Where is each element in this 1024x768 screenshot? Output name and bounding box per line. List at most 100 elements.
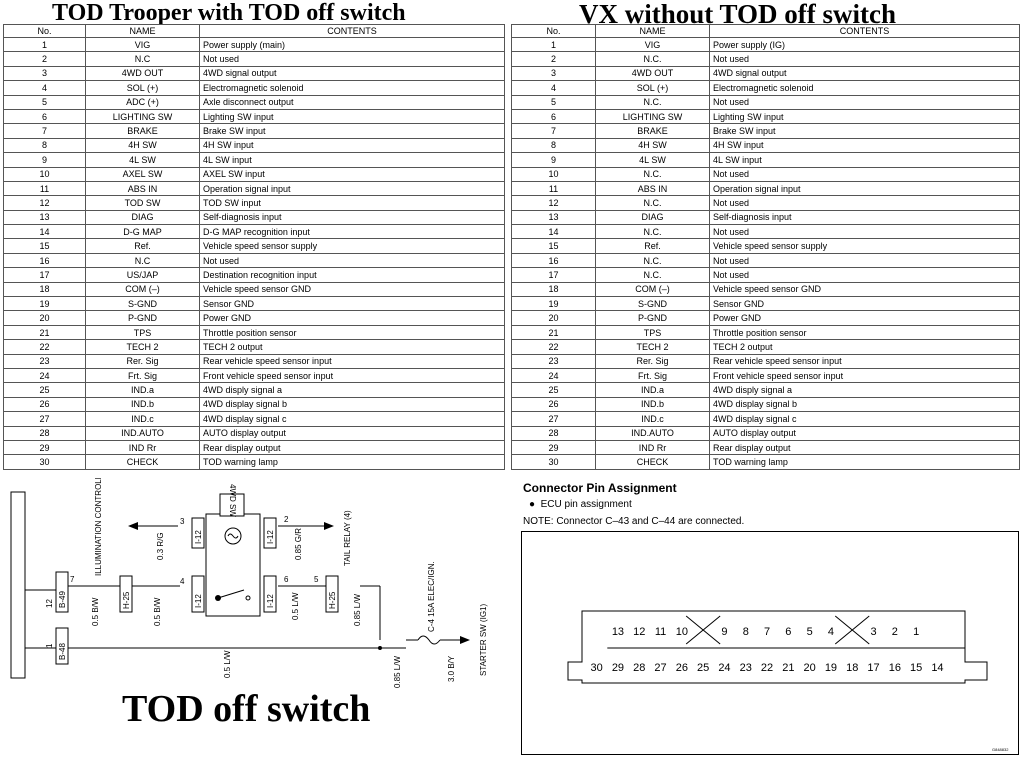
pin-name: SOL (+) <box>595 80 710 96</box>
pin-number: 20 <box>3 310 86 326</box>
table-row: 27 IND.c 4WD display signal c <box>511 411 1020 427</box>
pin-number: 27 <box>3 411 86 427</box>
pin-number: 9 <box>511 152 596 168</box>
left-table-title: TOD Trooper with TOD off switch <box>52 0 406 26</box>
pin-number: 14 <box>511 224 596 240</box>
pin-name: IND.AUTO <box>85 425 200 441</box>
table-row: 22 TECH 2 TECH 2 output <box>3 339 505 355</box>
pin-name: N.C. <box>595 51 710 67</box>
pin-number: 7 <box>511 123 596 139</box>
pin-number: 21 <box>3 324 86 341</box>
connector-pin: 13 <box>612 626 624 638</box>
pin-name: SOL (+) <box>85 80 200 96</box>
pin-contents: D-G MAP recognition input <box>199 224 505 240</box>
pin-name: ABS IN <box>85 180 200 197</box>
pin-name: US/JAP <box>85 267 200 283</box>
pin-number: 25 <box>3 382 86 398</box>
pin-name: IND.a <box>595 382 710 398</box>
top-pin-row: 13 12 11 10 9 8 7 6 5 4 3 2 1 <box>607 615 965 649</box>
pin-number: 1 <box>3 36 86 53</box>
pin-name: IND.b <box>85 396 200 413</box>
table-row: 6 LIGHTING SW Lighting SW input <box>3 108 505 125</box>
connector-note: NOTE: Connector C–43 and C–44 are connec… <box>523 516 745 527</box>
connector-pin: 12 <box>633 626 645 638</box>
drawing-code: G848832 <box>992 747 1009 752</box>
pin-name: 4H SW <box>595 137 710 154</box>
pin-contents: Rear display output <box>709 439 1020 456</box>
pin-number: 25 <box>511 382 596 398</box>
ecu-bar <box>10 491 26 679</box>
switch-label: 4WD SW <box>228 484 237 517</box>
table-row: 1 VIG Power supply (main) <box>3 36 505 53</box>
connector-outline <box>567 610 988 684</box>
pin-contents: 4L SW input <box>709 152 1020 168</box>
pin-contents: Not used <box>709 94 1020 110</box>
header-contents: CONTENTS <box>709 24 1020 38</box>
pin-name: N.C. <box>595 195 710 211</box>
pin-contents: Rear vehicle speed sensor input <box>709 353 1020 369</box>
pin-name: AXEL SW <box>85 166 200 182</box>
pin-name: P-GND <box>595 310 710 326</box>
pin-number: 22 <box>3 339 86 355</box>
pin-7-label: 7 <box>70 575 75 584</box>
connector-h25-left <box>119 575 133 613</box>
table-row: 4 SOL (+) Electromagnetic solenoid <box>3 80 505 96</box>
pin-number: 23 <box>511 353 596 369</box>
connector-pin: 27 <box>654 662 666 674</box>
table-row: 30 CHECK TOD warning lamp <box>511 454 1020 470</box>
connector-pin: 23 <box>740 662 752 674</box>
table-row: 5 ADC (+) Axle disconnect output <box>3 94 505 110</box>
pin-name: 4WD OUT <box>85 65 200 82</box>
pin-contents: Brake SW input <box>709 123 1020 139</box>
connector-pin: 5 <box>807 626 813 638</box>
pin-name: TECH 2 <box>85 339 200 355</box>
pin-number: 14 <box>3 224 86 240</box>
pin-number: 21 <box>511 324 596 341</box>
connector-pin: 19 <box>825 662 837 674</box>
pin-number: 13 <box>511 209 596 226</box>
pin-name: IND.a <box>85 382 200 398</box>
pin-number: 10 <box>3 166 86 182</box>
pin-number: 15 <box>3 238 86 254</box>
pin-name: IND.b <box>595 396 710 413</box>
pin-name: IND.AUTO <box>595 425 710 441</box>
connector-pin: 2 <box>892 626 898 638</box>
pin-number: 17 <box>511 267 596 283</box>
pin-contents: Power supply (IG) <box>709 36 1020 53</box>
pin-contents: 4WD display signal b <box>199 396 505 413</box>
pin-3-label: 3 <box>180 517 185 526</box>
pin-name: IND Rr <box>595 439 710 456</box>
pin-name: VIG <box>85 36 200 53</box>
pin-contents: Front vehicle speed sensor input <box>199 367 505 384</box>
connector-pin: 8 <box>743 626 749 638</box>
pin-contents: Destination recognition input <box>199 267 505 283</box>
pin-number: 8 <box>511 137 596 154</box>
table-row: 29 IND Rr Rear display output <box>3 439 505 456</box>
connector-section-title: Connector Pin Assignment <box>523 481 677 495</box>
connector-pin: 17 <box>867 662 879 674</box>
pin-name: LIGHTING SW <box>85 108 200 125</box>
table-row: 14 D-G MAP D-G MAP recognition input <box>3 224 505 240</box>
right-pin-table: No. NAME CONTENTS 1 VIG Power supply (IG) 2… <box>511 24 1020 470</box>
table-row: 8 4H SW 4H SW input <box>511 137 1020 154</box>
pin-name: Ref. <box>595 238 710 254</box>
pin-name: Rer. Sig <box>595 353 710 369</box>
pin-name: COM (–) <box>85 281 200 298</box>
pin-name: N.C. <box>595 94 710 110</box>
pin-name: DIAG <box>85 209 200 226</box>
pin-contents: TECH 2 output <box>199 339 505 355</box>
pin-contents: Vehicle speed sensor supply <box>199 238 505 254</box>
table-row: 1 VIG Power supply (IG) <box>511 36 1020 53</box>
connector-b48-label: B-48 <box>58 643 67 660</box>
pin-number: 28 <box>3 425 86 441</box>
illumination-controller-label: ILLUMINATION CONTROLLER (3) <box>94 478 103 576</box>
table-row: 2 N.C. Not used <box>511 51 1020 67</box>
connector-pin: 1 <box>913 626 919 638</box>
pin-contents: Axle disconnect output <box>199 94 505 110</box>
table-row: 29 IND Rr Rear display output <box>511 439 1020 456</box>
pin-number: 29 <box>511 439 596 456</box>
pin-name: LIGHTING SW <box>595 108 710 125</box>
wire-lw-3-label: 0.5 L/W <box>223 650 232 678</box>
arrow-tail-relay <box>324 522 334 530</box>
pin-contents: TOD SW input <box>199 195 505 211</box>
